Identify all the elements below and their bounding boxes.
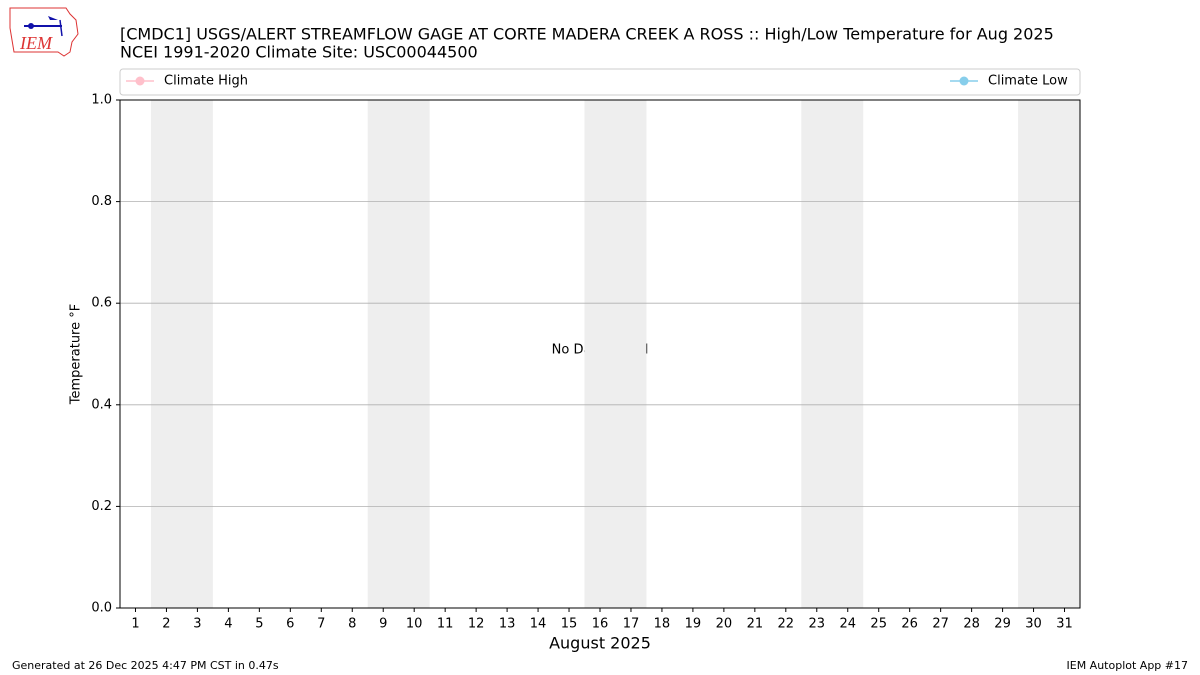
logo-text: IEM xyxy=(19,33,53,53)
x-tick-label: 23 xyxy=(809,617,826,632)
y-tick-label: 1.0 xyxy=(91,93,112,108)
x-tick-label: 3 xyxy=(193,617,201,632)
x-tick-label: 22 xyxy=(778,617,795,632)
legend-label: Climate High xyxy=(164,74,248,89)
x-tick-label: 17 xyxy=(623,617,640,632)
weekend-band xyxy=(1018,100,1080,608)
x-tick-label: 26 xyxy=(901,617,918,632)
legend-marker xyxy=(135,76,145,86)
weekend-band xyxy=(584,100,647,608)
x-tick-label: 15 xyxy=(561,617,578,632)
y-tick-label: 0.4 xyxy=(91,397,112,412)
x-tick-label: 27 xyxy=(932,617,949,632)
chart-title: [CMDC1] USGS/ALERT STREAMFLOW GAGE AT CO… xyxy=(120,25,1054,44)
chart-subtitle: NCEI 1991-2020 Climate Site: USC00044500 xyxy=(120,43,478,62)
x-tick-label: 4 xyxy=(224,617,232,632)
footer-right: IEM Autoplot App #17 xyxy=(1067,659,1189,672)
x-tick-label: 13 xyxy=(499,617,516,632)
x-tick-label: 24 xyxy=(839,617,856,632)
legend xyxy=(119,68,1081,96)
x-tick-label: 10 xyxy=(406,617,423,632)
legend-label: Climate Low xyxy=(988,74,1068,89)
footer-left: Generated at 26 Dec 2025 4:47 PM CST in … xyxy=(12,659,279,672)
plot-frame xyxy=(119,99,1081,609)
x-tick-label: 21 xyxy=(747,617,764,632)
y-tick-label: 0.8 xyxy=(91,194,112,209)
y-tick-label: 0.0 xyxy=(91,601,112,616)
legend-marker xyxy=(959,76,969,86)
x-tick-label: 14 xyxy=(530,617,547,632)
y-tick-label: 0.6 xyxy=(91,296,112,311)
x-tick-label: 29 xyxy=(994,617,1011,632)
weekend-band xyxy=(801,100,864,608)
x-tick-label: 6 xyxy=(286,617,294,632)
x-tick-label: 2 xyxy=(162,617,170,632)
x-axis-label: August 2025 xyxy=(549,634,651,653)
x-tick-label: 19 xyxy=(685,617,702,632)
y-axis-label: Temperature °F xyxy=(69,304,84,405)
y-tick-label: 0.2 xyxy=(91,499,112,514)
x-tick-label: 11 xyxy=(437,617,454,632)
x-tick-label: 28 xyxy=(963,617,980,632)
x-tick-label: 20 xyxy=(716,617,733,632)
x-tick-label: 5 xyxy=(255,617,263,632)
x-tick-label: 31 xyxy=(1056,617,1073,632)
x-tick-label: 9 xyxy=(379,617,387,632)
x-tick-label: 12 xyxy=(468,617,485,632)
x-tick-label: 16 xyxy=(592,617,609,632)
x-tick-label: 18 xyxy=(654,617,671,632)
weekend-band xyxy=(150,100,213,608)
logo: IEM xyxy=(9,7,79,57)
x-tick-label: 25 xyxy=(870,617,887,632)
x-tick-label: 30 xyxy=(1025,617,1042,632)
x-tick-label: 1 xyxy=(131,617,139,632)
x-tick-label: 8 xyxy=(348,617,356,632)
x-tick-label: 7 xyxy=(317,617,325,632)
weekend-band xyxy=(367,100,430,608)
